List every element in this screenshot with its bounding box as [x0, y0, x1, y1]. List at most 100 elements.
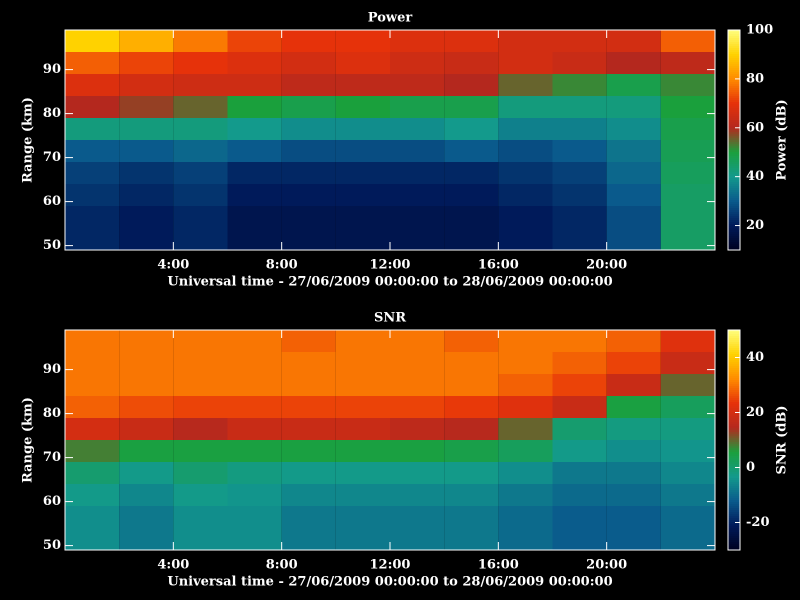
- colorbar-stripe: [728, 336, 740, 339]
- heatmap-cell: [173, 506, 228, 528]
- colorbar-stripe: [728, 112, 740, 115]
- heatmap-cell: [498, 528, 553, 550]
- colorbar-stripe: [728, 108, 740, 111]
- colorbar-stripe: [728, 350, 740, 353]
- x-tick-label: 12:00: [370, 258, 411, 273]
- colorbar-stripe: [728, 186, 740, 189]
- colorbar-stripe: [728, 38, 740, 41]
- colorbar-stripe: [728, 204, 740, 207]
- heatmap-cell: [660, 74, 715, 96]
- y-tick-label: 90: [43, 62, 61, 77]
- heatmap-cell: [119, 206, 174, 228]
- colorbar-stripe: [728, 428, 740, 431]
- colorbar-stripe: [728, 354, 740, 357]
- heatmap-cell: [281, 96, 336, 118]
- colorbar-stripe: [728, 172, 740, 175]
- colorbar-stripe: [728, 346, 740, 349]
- colorbar-stripe: [728, 40, 740, 43]
- colorbar-stripe: [728, 226, 740, 229]
- colorbar-stripe: [728, 234, 740, 237]
- heatmap-cell: [660, 184, 715, 206]
- heatmap-cell: [173, 30, 228, 52]
- heatmap-cell: [444, 118, 499, 140]
- colorbar-stripe: [728, 418, 740, 421]
- colorbar-stripe: [728, 92, 740, 95]
- heatmap-cell: [281, 396, 336, 418]
- colorbar-stripe: [728, 102, 740, 105]
- colorbar-stripe: [728, 392, 740, 395]
- heatmap-cell: [444, 184, 499, 206]
- colorbar-stripe: [728, 152, 740, 155]
- colorbar-stripe: [728, 104, 740, 107]
- x-tick-label: 4:00: [157, 258, 189, 273]
- heatmap-cell: [552, 206, 607, 228]
- heatmap-cell: [281, 184, 336, 206]
- heatmap-cell: [173, 418, 228, 440]
- heatmap-cell: [227, 374, 282, 396]
- heatmap-cell: [498, 352, 553, 374]
- colorbar-stripe: [728, 88, 740, 91]
- colorbar-stripe: [728, 32, 740, 35]
- colorbar-stripe: [728, 198, 740, 201]
- heatmap-cell: [552, 74, 607, 96]
- colorbar-stripe: [728, 492, 740, 495]
- colorbar-stripe: [728, 470, 740, 473]
- heatmap-cell: [65, 352, 120, 374]
- colorbar-stripe: [728, 116, 740, 119]
- heatmap-cell: [552, 30, 607, 52]
- heatmap-cell: [606, 462, 661, 484]
- heatmap-cell: [227, 506, 282, 528]
- heatmap-cell: [498, 506, 553, 528]
- colorbar-stripe: [728, 540, 740, 543]
- colorbar-stripe: [728, 114, 740, 117]
- colorbar-stripe: [728, 440, 740, 443]
- heatmap-cell: [552, 506, 607, 528]
- heatmap-cell: [606, 228, 661, 250]
- heatmap-cell: [281, 74, 336, 96]
- heatmap-cell: [444, 506, 499, 528]
- chart-title: SNR: [374, 311, 406, 326]
- colorbar-stripe: [728, 96, 740, 99]
- heatmap-cell: [119, 352, 174, 374]
- colorbar-stripe: [728, 232, 740, 235]
- heatmap-cell: [281, 228, 336, 250]
- colorbar-stripe: [728, 448, 740, 451]
- heatmap-cell: [335, 30, 390, 52]
- colorbar-stripe: [728, 144, 740, 147]
- colorbar-stripe: [728, 370, 740, 373]
- heatmap-cell: [390, 374, 445, 396]
- colorbar-stripe: [728, 494, 740, 497]
- colorbar-stripe: [728, 68, 740, 71]
- x-tick-label: 20:00: [586, 258, 627, 273]
- heatmap-cell: [281, 140, 336, 162]
- y-tick-label: 70: [43, 150, 61, 165]
- colorbar-stripe: [728, 488, 740, 491]
- colorbar-tick-label: -20: [746, 515, 770, 530]
- colorbar-stripe: [728, 52, 740, 55]
- colorbar-tick-label: 100: [746, 23, 773, 38]
- colorbar-stripe: [728, 478, 740, 481]
- colorbar-stripe: [728, 372, 740, 375]
- colorbar-tick-label: 20: [746, 405, 764, 420]
- heatmap-cell: [227, 462, 282, 484]
- heatmap-cell: [390, 184, 445, 206]
- colorbar-stripe: [728, 338, 740, 341]
- heatmap-cell: [173, 206, 228, 228]
- heatmap-cell: [498, 74, 553, 96]
- heatmap-cell: [173, 74, 228, 96]
- colorbar-stripe: [728, 352, 740, 355]
- colorbar-stripe: [728, 374, 740, 377]
- heatmap-cell: [281, 440, 336, 462]
- colorbar-stripe: [728, 136, 740, 139]
- colorbar-stripe: [728, 180, 740, 183]
- colorbar-stripe: [728, 400, 740, 403]
- heatmap-cell: [281, 418, 336, 440]
- heatmap-cell: [390, 396, 445, 418]
- colorbar-stripe: [728, 390, 740, 393]
- heatmap-cell: [227, 484, 282, 506]
- heatmap-cell: [119, 418, 174, 440]
- heatmap-cell: [660, 140, 715, 162]
- heatmap-cell: [119, 528, 174, 550]
- heatmap-cell: [65, 484, 120, 506]
- colorbar-stripe: [728, 196, 740, 199]
